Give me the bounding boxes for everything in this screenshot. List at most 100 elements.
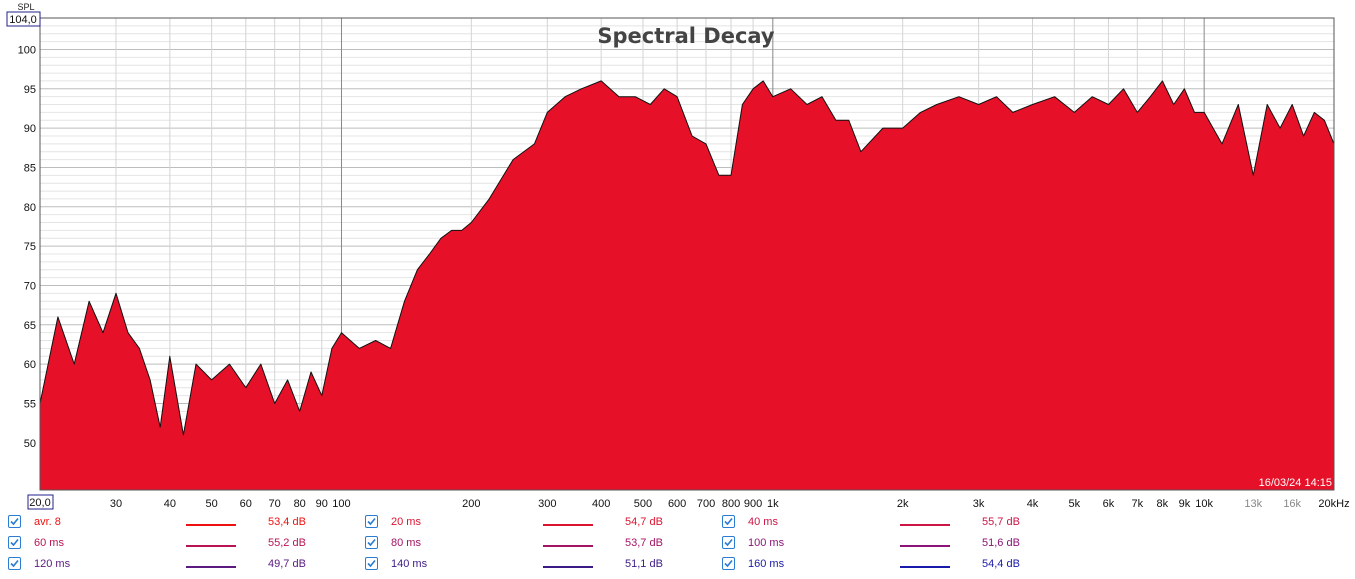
decay-slice-0 bbox=[39, 80, 1335, 491]
x-tick-label: 7k bbox=[1132, 498, 1144, 510]
legend-item[interactable]: 160 ms 54,4 dB bbox=[722, 554, 1062, 575]
y-max-value: 104,0 bbox=[9, 14, 37, 26]
x-tick-label: 600 bbox=[668, 498, 686, 510]
x-min-box[interactable] bbox=[27, 494, 54, 510]
legend-label: 60 ms bbox=[34, 537, 64, 549]
legend-swatch bbox=[186, 524, 236, 526]
legend-checkbox[interactable] bbox=[722, 536, 735, 549]
legend-item[interactable]: 20 ms 54,7 dB bbox=[365, 512, 705, 533]
y-tick-label: 55 bbox=[24, 398, 36, 410]
y-tick-label: 100 bbox=[18, 44, 36, 56]
legend-checkbox[interactable] bbox=[365, 557, 378, 570]
spectral-decay-plot[interactable]: 50 55 60 65 70 75 80 85 90 95 100 30 40 50 60 70 80 90 100… bbox=[0, 0, 1355, 512]
x-tick-label: 900 bbox=[744, 498, 762, 510]
y-tick-label: 50 bbox=[24, 438, 36, 450]
legend-level: 53,4 dB bbox=[268, 516, 306, 528]
y-axis-label: SPL bbox=[17, 2, 34, 12]
x-tick-label: 20kHz bbox=[1318, 498, 1349, 510]
legend-level: 51,1 dB bbox=[625, 558, 663, 570]
x-tick-label: 4k bbox=[1027, 498, 1039, 510]
check-icon bbox=[724, 517, 733, 526]
x-tick-label: 50 bbox=[206, 498, 218, 510]
legend-level: 51,6 dB bbox=[982, 537, 1020, 549]
legend-item[interactable]: 120 ms 49,7 dB bbox=[8, 554, 348, 575]
legend-label: 80 ms bbox=[391, 537, 421, 549]
legend-level: 54,4 dB bbox=[982, 558, 1020, 570]
legend-label: 100 ms bbox=[748, 537, 785, 549]
x-tick-label: 700 bbox=[697, 498, 715, 510]
legend-swatch bbox=[186, 566, 236, 568]
legend-checkbox[interactable] bbox=[8, 536, 21, 549]
legend-level: 54,7 dB bbox=[625, 516, 663, 528]
x-tick-label: 70 bbox=[269, 498, 281, 510]
legend-level: 55,2 dB bbox=[268, 537, 306, 549]
legend-checkbox[interactable] bbox=[722, 557, 735, 570]
check-icon bbox=[10, 517, 19, 526]
check-icon bbox=[724, 538, 733, 547]
check-icon bbox=[367, 559, 376, 568]
legend-level: 53,7 dB bbox=[625, 537, 663, 549]
legend-level: 55,7 dB bbox=[982, 516, 1020, 528]
y-tick-label: 80 bbox=[24, 202, 36, 214]
legend-swatch bbox=[186, 545, 236, 547]
x-tick-label: 60 bbox=[240, 498, 252, 510]
check-icon bbox=[10, 559, 19, 568]
timestamp: 16/03/24 14:15 bbox=[1259, 477, 1332, 489]
chart-title: Spectral Decay bbox=[597, 24, 775, 48]
x-tick-label: 13k bbox=[1244, 498, 1262, 510]
axes: 50 55 60 65 70 75 80 85 90 95 100 30 40 50 60 70 80 90 100… bbox=[18, 44, 1350, 510]
x-tick-label: 40 bbox=[164, 498, 176, 510]
x-tick-label: 1k bbox=[767, 498, 779, 510]
legend-item[interactable]: 80 ms 53,7 dB bbox=[365, 533, 705, 554]
legend-item[interactable]: 140 ms 51,1 dB bbox=[365, 554, 705, 575]
x-tick-label: 90 bbox=[316, 498, 328, 510]
x-tick-label: 16k bbox=[1283, 498, 1301, 510]
legend-swatch bbox=[900, 545, 950, 547]
x-tick-label: 300 bbox=[538, 498, 556, 510]
legend-swatch bbox=[900, 566, 950, 568]
legend-swatch bbox=[543, 566, 593, 568]
y-tick-label: 95 bbox=[24, 84, 36, 96]
check-icon bbox=[367, 538, 376, 547]
x-tick-label: 5k bbox=[1068, 498, 1080, 510]
x-tick-label: 80 bbox=[294, 498, 306, 510]
check-icon bbox=[10, 538, 19, 547]
legend-checkbox[interactable] bbox=[365, 515, 378, 528]
legend-checkbox[interactable] bbox=[722, 515, 735, 528]
y-max-box[interactable] bbox=[6, 11, 41, 27]
x-tick-label: 2k bbox=[897, 498, 909, 510]
decay-slices bbox=[39, 80, 1335, 491]
y-tick-label: 65 bbox=[24, 320, 36, 332]
legend-item[interactable]: 60 ms 55,2 dB bbox=[8, 533, 348, 554]
legend-swatch bbox=[543, 524, 593, 526]
x-tick-label: 200 bbox=[462, 498, 480, 510]
legend-label: 20 ms bbox=[391, 516, 421, 528]
legend-label: avr. 8 bbox=[34, 516, 61, 528]
y-tick-label: 60 bbox=[24, 359, 36, 371]
legend-checkbox[interactable] bbox=[8, 515, 21, 528]
x-min-value: 20,0 bbox=[29, 497, 50, 509]
legend-checkbox[interactable] bbox=[8, 557, 21, 570]
legend-label: 160 ms bbox=[748, 558, 785, 570]
x-tick-label: 500 bbox=[634, 498, 652, 510]
x-tick-label: 800 bbox=[722, 498, 740, 510]
legend-swatch bbox=[900, 524, 950, 526]
x-tick-label: 6k bbox=[1103, 498, 1115, 510]
x-tick-label: 400 bbox=[592, 498, 610, 510]
x-tick-label: 8k bbox=[1157, 498, 1169, 510]
y-tick-label: 85 bbox=[24, 162, 36, 174]
legend-label: 120 ms bbox=[34, 558, 71, 570]
legend-item[interactable]: 100 ms 51,6 dB bbox=[722, 533, 1062, 554]
legend-checkbox[interactable] bbox=[365, 536, 378, 549]
check-icon bbox=[724, 559, 733, 568]
x-tick-label: 9k bbox=[1179, 498, 1191, 510]
legend-swatch bbox=[543, 545, 593, 547]
x-tick-label: 3k bbox=[973, 498, 985, 510]
legend: avr. 8 53,4 dB 20 ms 54,7 dB 40 ms 55,7 dB 60 … bbox=[0, 512, 1355, 579]
legend-item[interactable]: avr. 8 53,4 dB bbox=[8, 512, 348, 533]
legend-item[interactable]: 40 ms 55,7 dB bbox=[722, 512, 1062, 533]
x-tick-label: 30 bbox=[110, 498, 122, 510]
y-tick-label: 70 bbox=[24, 280, 36, 292]
x-tick-label: 10k bbox=[1195, 498, 1213, 510]
check-icon bbox=[367, 517, 376, 526]
